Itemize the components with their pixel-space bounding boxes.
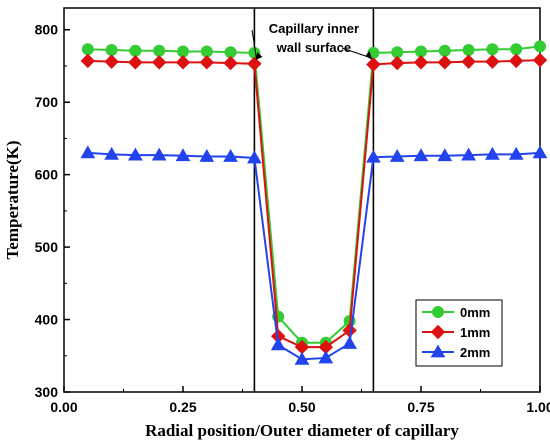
data-point: [432, 306, 444, 318]
y-tick-label: 300: [35, 384, 59, 400]
data-point: [413, 55, 429, 70]
legend: 0mm 1mm 2mm: [415, 299, 503, 367]
y-tick-label: 600: [35, 167, 59, 183]
data-point: [532, 52, 548, 68]
data-point: [104, 146, 119, 160]
legend-label: 0mm: [460, 305, 490, 320]
data-point: [128, 55, 143, 70]
data-point: [105, 44, 118, 57]
data-point: [438, 44, 451, 57]
x-tick-label: 0.25: [169, 399, 196, 415]
data-point: [389, 149, 405, 162]
data-point: [430, 324, 446, 340]
data-point: [532, 145, 548, 159]
annotation-line-1: Capillary inner: [269, 21, 359, 36]
y-tick-label: 500: [35, 239, 59, 255]
data-point: [437, 148, 453, 162]
data-point: [461, 54, 476, 69]
legend-item: 2mm: [422, 344, 490, 360]
data-point: [175, 55, 191, 70]
legend-label: 1mm: [460, 325, 490, 340]
legend-item: 0mm: [422, 305, 490, 320]
legend-label: 2mm: [460, 345, 490, 360]
x-tick-label: 1.00: [526, 399, 550, 415]
data-point: [223, 55, 238, 71]
data-point: [430, 344, 446, 358]
data-point: [413, 148, 429, 162]
wall-lines: [253, 8, 375, 392]
data-point: [342, 335, 357, 349]
data-point: [247, 150, 262, 164]
data-point: [199, 55, 215, 70]
legend-item: 1mm: [422, 324, 490, 340]
data-point: [80, 145, 96, 159]
annotation-line-2: wall surface: [276, 40, 351, 55]
data-point: [151, 55, 167, 70]
data-point: [510, 43, 523, 56]
data-point: [80, 53, 96, 69]
arrow-head-right: [365, 51, 373, 60]
data-point: [485, 54, 500, 69]
data-point: [247, 56, 262, 71]
data-point: [318, 350, 334, 364]
series-0mm: [81, 40, 546, 349]
y-tick-label: 800: [35, 22, 59, 38]
y-axis-title: Temperature(K): [3, 141, 22, 260]
data-point: [486, 43, 499, 56]
x-tick-label: 0.75: [407, 399, 434, 415]
x-tick-label: 0.00: [50, 399, 77, 415]
data-point: [462, 44, 475, 57]
data-point: [129, 44, 142, 57]
series-1mm: [80, 52, 548, 355]
data-point: [534, 40, 546, 53]
data-point: [485, 146, 500, 160]
data-point: [223, 149, 238, 162]
x-tick-label: 0.50: [288, 399, 315, 415]
data-point: [461, 147, 476, 161]
axis-ticks: 0.00 0.25 0.50 0.75 1.00 300 400 500 600 700 800: [35, 22, 550, 415]
series-line: [87, 45, 541, 344]
data-point: [153, 44, 166, 57]
data-point: [437, 55, 453, 70]
data-point: [199, 149, 215, 162]
series-2mm: [80, 145, 548, 365]
data-point: [366, 57, 381, 72]
data-point: [508, 53, 524, 69]
x-axis-title: Radial position/Outer diameter of capill…: [145, 421, 459, 440]
data-point: [270, 337, 286, 351]
data-point: [508, 146, 524, 160]
arrow-head-left: [255, 52, 263, 60]
annotation-arrows: [251, 29, 373, 60]
data-point: [81, 43, 94, 56]
arrow-left: [251, 29, 257, 59]
data-point: [366, 149, 381, 163]
data-point: [175, 148, 191, 162]
y-tick-label: 700: [35, 94, 59, 110]
data-point: [104, 54, 119, 69]
data-point: [151, 147, 167, 161]
data-point: [128, 147, 143, 161]
data-point: [389, 55, 405, 71]
data-point: [294, 351, 310, 365]
y-tick-label: 400: [35, 312, 59, 328]
series-layer: [80, 40, 548, 365]
